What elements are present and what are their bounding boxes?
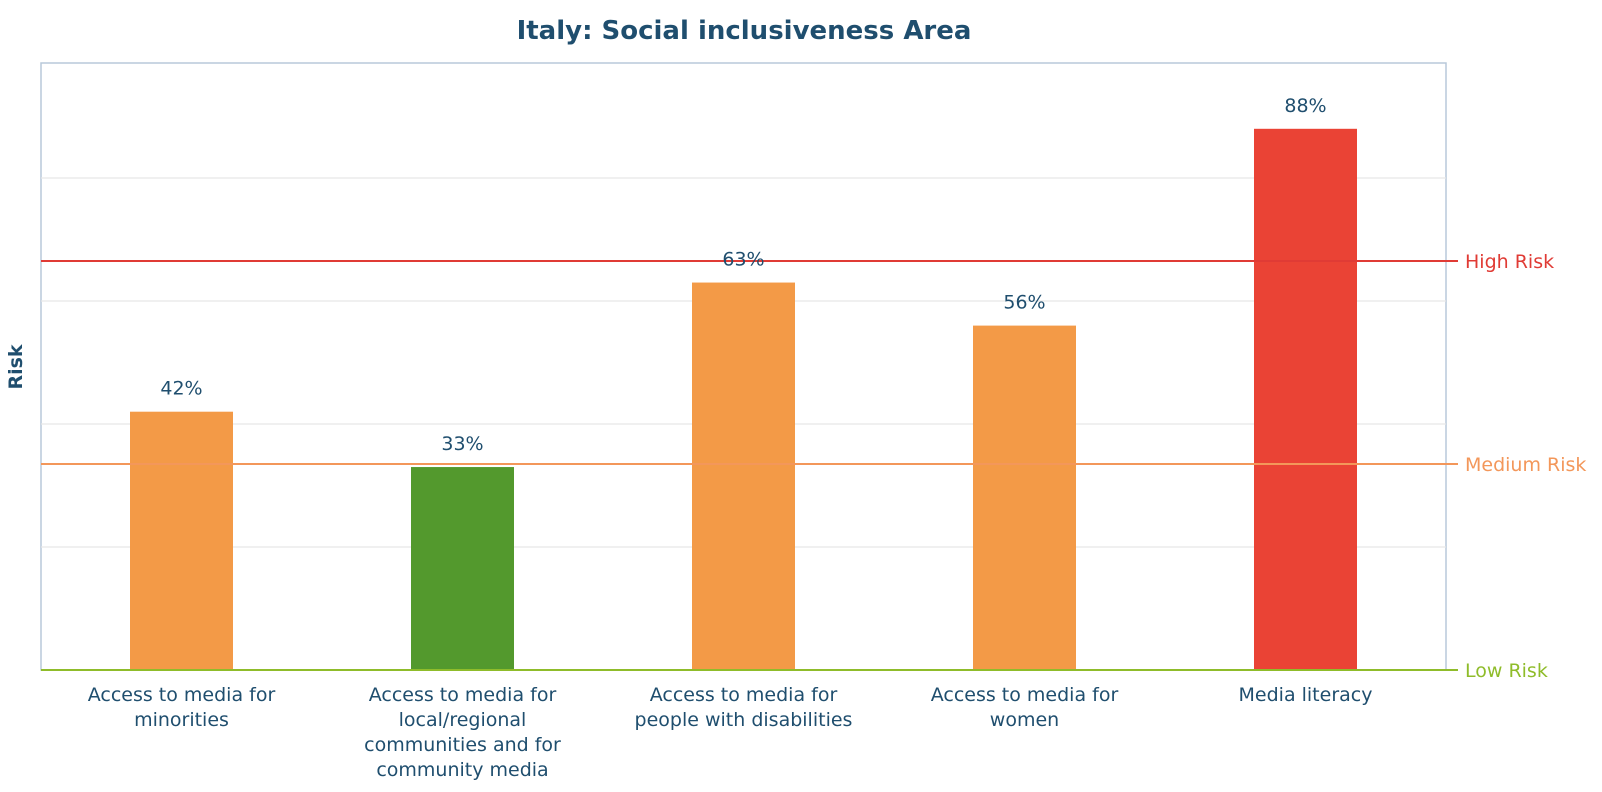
x-tick-label-4: Media literacy [1239, 684, 1373, 706]
bar-1 [411, 467, 514, 670]
bar-0 [130, 411, 233, 670]
x-tick-label-2: Access to media for people with disabilit… [635, 684, 853, 731]
data-label-0: 42% [160, 378, 202, 400]
threshold-label-0: High Risk [1465, 251, 1554, 273]
bars [130, 128, 1357, 671]
x-tick-label-0: Access to media for minorities [88, 684, 276, 731]
threshold-label-2: Low Risk [1465, 660, 1548, 682]
data-label-3: 56% [1003, 292, 1045, 314]
threshold-label-1: Medium Risk [1465, 454, 1586, 476]
y-axis-label: Risk [5, 344, 27, 389]
data-label-4: 88% [1284, 95, 1326, 117]
chart-title: Italy: Social inclusiveness Area [517, 16, 972, 46]
bar-2 [692, 282, 795, 670]
data-labels: 42% 33% 63% 56% 88% [160, 95, 1326, 455]
x-tick-labels: Access to media for minorities Access to m… [88, 684, 1373, 781]
data-label-1: 33% [441, 433, 483, 455]
bar-4 [1254, 128, 1357, 671]
x-tick-label-1: Access to media for local/regional communi… [364, 684, 561, 781]
x-tick-label-3: Access to media for women [931, 684, 1119, 731]
risk-thresholds: High Risk Medium Risk Low Risk [41, 251, 1586, 682]
data-label-2: 63% [722, 249, 764, 271]
bar-3 [973, 325, 1076, 670]
